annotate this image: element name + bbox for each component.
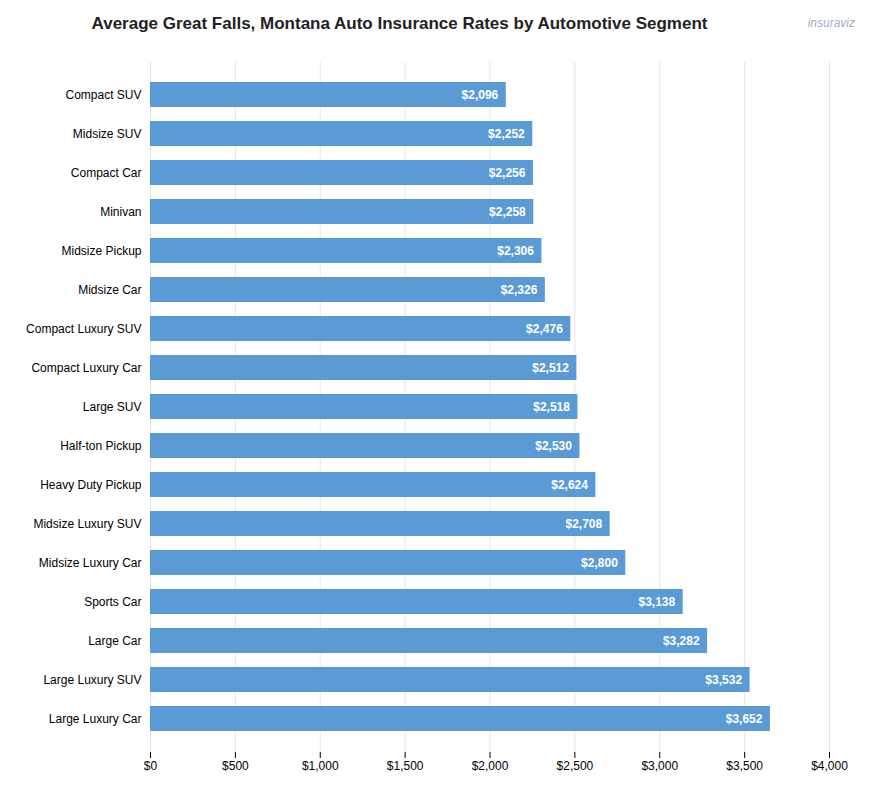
svg-text:$3,652: $3,652 (726, 712, 763, 726)
svg-text:$3,000: $3,000 (641, 759, 678, 773)
svg-text:Large SUV: Large SUV (83, 400, 142, 414)
svg-text:$4,000: $4,000 (811, 759, 848, 773)
svg-text:$2,256: $2,256 (489, 166, 526, 180)
svg-text:$2,512: $2,512 (532, 361, 569, 375)
svg-text:Midsize Luxury SUV: Midsize Luxury SUV (33, 517, 141, 531)
svg-text:$2,500: $2,500 (557, 759, 594, 773)
svg-text:Compact SUV: Compact SUV (65, 88, 141, 102)
svg-text:$2,800: $2,800 (581, 556, 618, 570)
svg-text:Midsize Pickup: Midsize Pickup (61, 244, 141, 258)
svg-text:$2,258: $2,258 (489, 205, 526, 219)
svg-text:$3,500: $3,500 (726, 759, 763, 773)
svg-text:$1,500: $1,500 (387, 759, 424, 773)
svg-text:Half-ton Pickup: Half-ton Pickup (60, 439, 142, 453)
svg-text:Compact Luxury SUV: Compact Luxury SUV (26, 322, 141, 336)
svg-text:$2,252: $2,252 (488, 127, 525, 141)
svg-text:$3,138: $3,138 (638, 595, 675, 609)
svg-text:Heavy Duty Pickup: Heavy Duty Pickup (40, 478, 142, 492)
svg-text:$2,708: $2,708 (565, 517, 602, 531)
svg-text:Compact Luxury Car: Compact Luxury Car (31, 361, 141, 375)
svg-text:Midsize SUV: Midsize SUV (73, 127, 142, 141)
svg-text:$2,518: $2,518 (533, 400, 570, 414)
svg-text:$2,306: $2,306 (497, 244, 534, 258)
svg-text:Compact Car: Compact Car (71, 166, 142, 180)
svg-text:Large Luxury SUV: Large Luxury SUV (43, 673, 141, 687)
svg-text:Midsize Car: Midsize Car (78, 283, 141, 297)
svg-text:Large Car: Large Car (88, 634, 141, 648)
svg-text:$2,624: $2,624 (551, 478, 588, 492)
svg-text:$3,532: $3,532 (705, 673, 742, 687)
svg-text:$500: $500 (222, 759, 249, 773)
svg-text:$2,530: $2,530 (535, 439, 572, 453)
svg-text:$2,096: $2,096 (462, 88, 499, 102)
svg-text:$3,282: $3,282 (663, 634, 700, 648)
svg-text:$0: $0 (144, 759, 158, 773)
svg-text:Midsize Luxury Car: Midsize Luxury Car (39, 556, 142, 570)
html-text:Average Great Falls, Montana A: Average Great Falls, Montana Auto Insura… (91, 14, 708, 33)
svg-text:Sports Car: Sports Car (84, 595, 141, 609)
html-text:insuraviz: insuraviz (807, 16, 855, 30)
svg-text:Large Luxury Car: Large Luxury Car (49, 712, 142, 726)
svg-text:$2,326: $2,326 (501, 283, 538, 297)
svg-text:$1,000: $1,000 (302, 759, 339, 773)
svg-text:Minivan: Minivan (100, 205, 141, 219)
svg-text:$2,000: $2,000 (472, 759, 509, 773)
svg-text:$2,476: $2,476 (526, 322, 563, 336)
